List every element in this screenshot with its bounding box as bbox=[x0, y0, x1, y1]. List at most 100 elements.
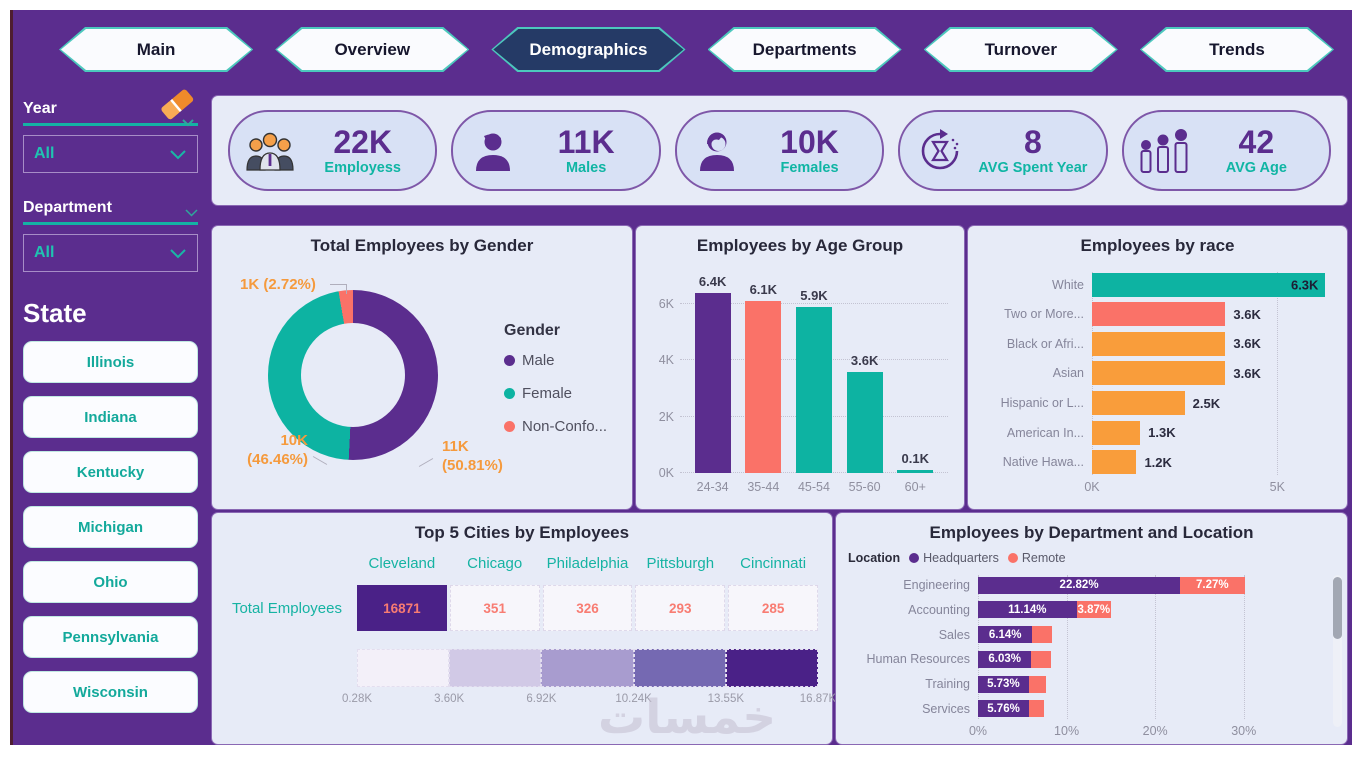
hq-segment-training[interactable]: 5.73% bbox=[978, 675, 1029, 693]
city-value-philadelphia[interactable]: 326 bbox=[542, 585, 633, 631]
nav-tab-trends[interactable]: Trends bbox=[1140, 27, 1334, 72]
legend-item-male[interactable]: Male bbox=[504, 352, 607, 369]
bar-value-label: 2.5K bbox=[1192, 395, 1221, 411]
age-bar-55-60[interactable]: 3.6K 55-60 bbox=[846, 353, 883, 494]
remote-segment-sales[interactable] bbox=[1032, 626, 1052, 644]
nav-tab-demographics[interactable]: Demographics bbox=[491, 27, 685, 72]
scrollbar-track[interactable] bbox=[1333, 575, 1342, 727]
legend-label: Non-Confo... bbox=[522, 418, 608, 435]
nav-tab-overview[interactable]: Overview bbox=[275, 27, 469, 72]
remote-segment-training[interactable] bbox=[1028, 675, 1046, 693]
remote-segment-engineering[interactable]: 7.27% bbox=[1180, 576, 1245, 594]
race-bar-asian[interactable] bbox=[1092, 361, 1226, 386]
city-value-cincinnati[interactable]: 285 bbox=[728, 585, 818, 631]
bar-value-label: 3.6K bbox=[1233, 306, 1261, 322]
race-chart-title: Employees by race bbox=[1080, 236, 1235, 255]
race-bar-white[interactable]: 6.3K bbox=[1092, 272, 1326, 297]
remote-segment-services[interactable] bbox=[1029, 700, 1045, 718]
state-button-michigan[interactable]: Michigan bbox=[23, 506, 198, 548]
female-icon bbox=[689, 129, 745, 173]
kpi-card-avg-age: 42 AVG Age bbox=[1121, 110, 1332, 191]
race-bar-american-in[interactable] bbox=[1092, 420, 1141, 445]
state-button-kentucky[interactable]: Kentucky bbox=[23, 451, 198, 493]
donut-hole bbox=[301, 323, 405, 427]
hq-segment-engineering[interactable]: 22.82% bbox=[978, 576, 1181, 594]
gender-donut-chart[interactable] bbox=[268, 290, 438, 460]
city-value-chicago[interactable]: 351 bbox=[449, 585, 540, 631]
kpi-label: Employess bbox=[324, 159, 401, 176]
state-button-illinois[interactable]: Illinois bbox=[23, 341, 198, 383]
cities-panel: Top 5 Cities by Employees Cleveland Chica… bbox=[211, 512, 836, 745]
age-bar-24-34[interactable]: 6.4K 24-34 bbox=[694, 274, 731, 494]
nav-tab-label: Demographics bbox=[493, 29, 683, 70]
year-dropdown[interactable]: All bbox=[23, 135, 198, 173]
state-button-wisconsin[interactable]: Wisconsin bbox=[23, 671, 198, 713]
color-scale-tick: 10.24K bbox=[615, 693, 652, 705]
department-dropdown[interactable]: All bbox=[23, 234, 198, 272]
chevron-down-icon bbox=[170, 149, 186, 159]
y-axis-tick: 0K bbox=[658, 466, 674, 480]
hq-segment-accounting[interactable]: 11.14% bbox=[978, 601, 1077, 619]
state-button-indiana[interactable]: Indiana bbox=[23, 396, 198, 438]
category-label: Native Hawa... bbox=[1002, 455, 1084, 470]
category-label: Sales bbox=[938, 627, 970, 642]
bar-value-label: 5.9K bbox=[800, 287, 828, 303]
age-bar-35-44[interactable]: 6.1K 35-44 bbox=[745, 282, 782, 494]
nav-tab-turnover[interactable]: Turnover bbox=[924, 27, 1118, 72]
bar-value-label: 1.3K bbox=[1148, 425, 1176, 441]
department-row-engineering: Engineering 22.82% 7.27% bbox=[846, 575, 1319, 595]
hq-segment-human-resources[interactable]: 6.03% bbox=[978, 650, 1032, 668]
age-chart-panel: Employees by Age Group 6K 4K 2K 0K 6.4K 24-34… bbox=[635, 225, 965, 510]
legend-label: Male bbox=[522, 352, 555, 369]
bar-value-label: 6.4K bbox=[698, 273, 727, 289]
remote-segment-human-resources[interactable] bbox=[1031, 650, 1051, 668]
legend-item-headquarters[interactable]: Headquarters bbox=[909, 551, 999, 565]
state-button-ohio[interactable]: Ohio bbox=[23, 561, 198, 603]
color-scale-tick: 16.87K bbox=[799, 693, 837, 705]
chevron-down-icon[interactable] bbox=[185, 209, 198, 217]
nav-tab-label: Turnover bbox=[926, 29, 1116, 70]
color-scale-tick: 6.92K bbox=[526, 693, 557, 705]
bar-value-label: 1.2K bbox=[1144, 454, 1172, 470]
legend-item-female[interactable]: Female bbox=[504, 385, 607, 402]
age-icon bbox=[1136, 128, 1192, 174]
age-bar-45-54[interactable]: 5.9K 45-54 bbox=[795, 288, 832, 494]
gender-chart-panel: Total Employees by Gender 1K (2.72%) 10K… bbox=[211, 225, 633, 510]
scrollbar-thumb[interactable] bbox=[1333, 577, 1342, 639]
gridline bbox=[680, 303, 948, 305]
hq-segment-services[interactable]: 5.76% bbox=[978, 700, 1030, 718]
race-bar-black-or-afri[interactable] bbox=[1092, 331, 1226, 356]
nav-tab-main[interactable]: Main bbox=[59, 27, 253, 72]
category-label: Asian bbox=[1052, 366, 1084, 381]
x-axis-tick: 30% bbox=[1231, 724, 1257, 738]
nav-tab-departments[interactable]: Departments bbox=[708, 27, 902, 72]
cities-color-scale: 0.28K 3.60K 6.92K 10.24K 13.55K 16.87K bbox=[342, 649, 836, 705]
x-axis-label: 35-44 bbox=[747, 480, 780, 494]
kpi-value: 10K bbox=[780, 124, 839, 161]
gender-legend: Gender Male Female Non-Confo... bbox=[504, 322, 607, 451]
legend-title: Gender bbox=[504, 322, 561, 339]
hq-segment-sales[interactable]: 6.14% bbox=[978, 626, 1033, 644]
department-row-services: Services 5.76% bbox=[846, 699, 1319, 719]
city-value-cleveland[interactable]: 16871 bbox=[357, 585, 447, 631]
city-value-pittsburgh[interactable]: 293 bbox=[635, 585, 726, 631]
legend-item-remote[interactable]: Remote bbox=[1007, 551, 1066, 565]
category-label: American In... bbox=[1006, 425, 1084, 440]
race-row-hispanic-or-l: Hispanic or L... 2.5K bbox=[980, 391, 1331, 416]
x-axis-label: 55-60 bbox=[848, 480, 881, 494]
remote-segment-accounting[interactable]: 3.87% bbox=[1076, 601, 1111, 619]
legend-dot bbox=[1007, 553, 1018, 563]
legend-item-non-confo[interactable]: Non-Confo... bbox=[504, 418, 607, 435]
hourglass-icon bbox=[912, 128, 968, 174]
department-chart-panel: Employees by Department and Location Loc… bbox=[835, 512, 1348, 745]
race-bar-two-or-more[interactable] bbox=[1092, 302, 1226, 327]
year-filter-label: Year bbox=[23, 100, 57, 117]
age-bar-60[interactable]: 0.1K 60+ bbox=[897, 451, 934, 494]
race-bar-native-hawa[interactable] bbox=[1092, 450, 1137, 475]
state-button-pennsylvania[interactable]: Pennsylvania bbox=[23, 616, 198, 658]
kpi-label: AVG Spent Year bbox=[978, 159, 1088, 176]
clear-filters-eraser-icon[interactable] bbox=[157, 88, 197, 128]
year-dropdown-value: All bbox=[34, 145, 55, 162]
cities-title: Top 5 Cities by Employees bbox=[414, 523, 630, 542]
race-bar-hispanic-or-l[interactable] bbox=[1092, 391, 1185, 416]
